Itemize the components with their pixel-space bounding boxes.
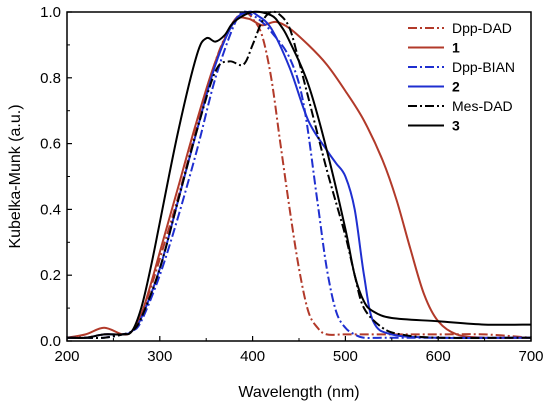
y-tick-label: 0.8 <box>40 70 61 87</box>
legend: Dpp-DAD 1 Dpp-BIAN 2 Mes-DAD 3 <box>408 20 515 134</box>
x-tick-label: 600 <box>426 348 451 365</box>
x-tick-label: 200 <box>54 348 79 365</box>
axis-ticks: 200 300 400 500 600 700 0.0 0.2 0.4 0.6 0.8 1.0 <box>40 4 543 365</box>
x-tick-label: 300 <box>147 348 172 365</box>
legend-label-0: Dpp-DAD <box>452 20 512 36</box>
y-axis-title: Kubelka-Munk (a.u.) <box>7 104 24 248</box>
legend-label-1: 1 <box>452 40 460 56</box>
y-tick-label: 0.0 <box>40 333 61 350</box>
y-tick-label: 1.0 <box>40 4 61 21</box>
series-line-5 <box>66 10 532 339</box>
plot-lines <box>66 10 532 339</box>
x-axis-title: Wavelength (nm) <box>238 384 359 401</box>
y-tick-label: 0.6 <box>40 136 61 153</box>
legend-label-3: 2 <box>452 79 460 95</box>
legend-label-5: 3 <box>452 118 460 134</box>
x-tick-label: 400 <box>240 348 265 365</box>
y-tick-label: 0.2 <box>40 267 61 284</box>
legend-label-2: Dpp-BIAN <box>452 59 515 75</box>
x-tick-label: 700 <box>518 348 543 365</box>
series-line-4 <box>67 10 532 339</box>
x-tick-label: 500 <box>333 348 358 365</box>
legend-label-4: Mes-DAD <box>452 98 513 114</box>
y-tick-label: 0.4 <box>40 201 61 218</box>
